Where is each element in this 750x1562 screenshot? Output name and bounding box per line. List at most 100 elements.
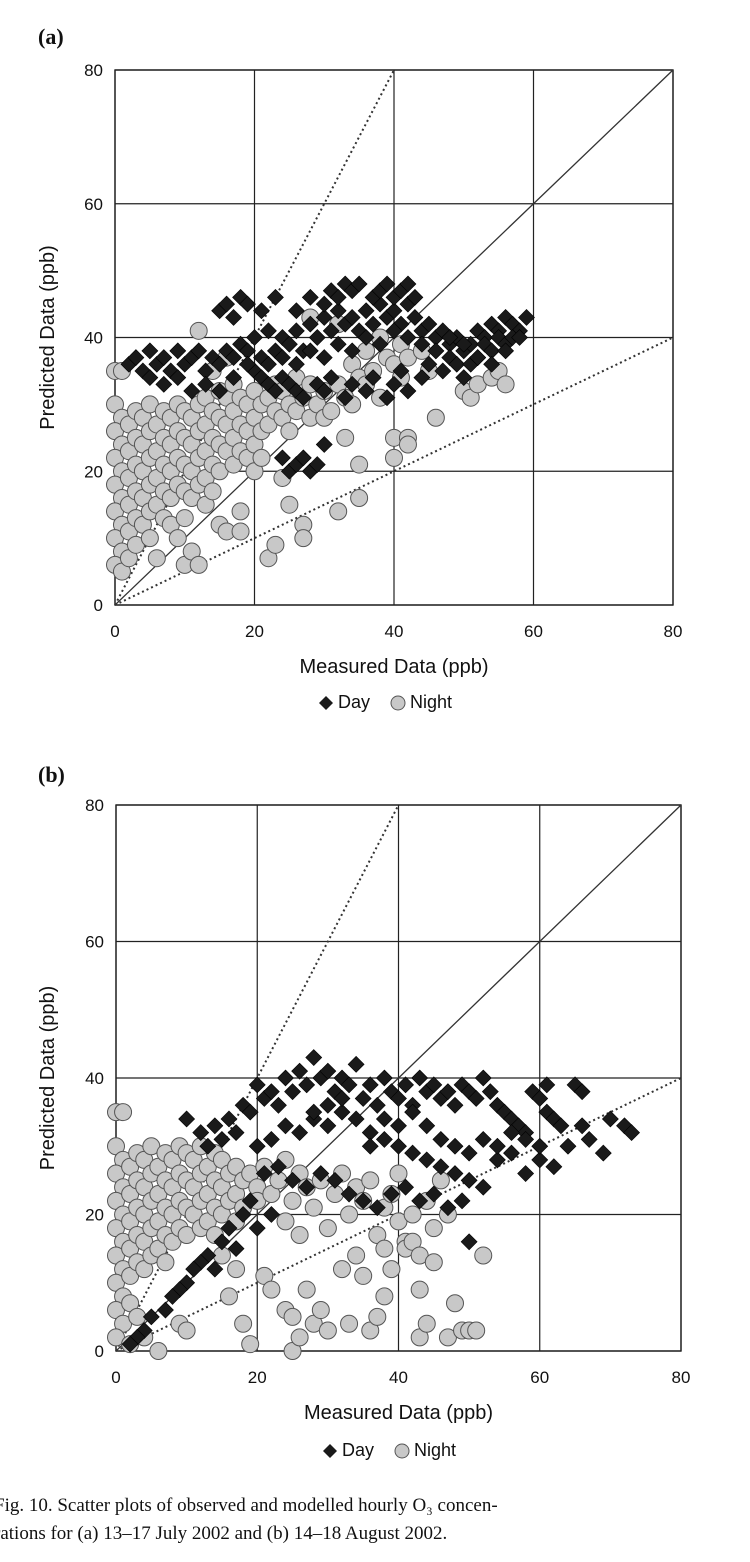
day-point <box>371 335 389 353</box>
night-point <box>304 1198 323 1217</box>
day-point <box>178 1110 196 1128</box>
day-point <box>211 382 229 400</box>
day-point <box>390 1137 407 1155</box>
y-tick-label: 60 <box>85 933 104 952</box>
day-point <box>315 295 333 313</box>
day-point <box>329 335 347 353</box>
night-point <box>234 1314 253 1333</box>
night-point <box>375 1239 394 1258</box>
day-point <box>404 1103 422 1121</box>
day-point <box>329 302 347 320</box>
day-point <box>262 1083 280 1101</box>
day-point <box>340 1076 358 1094</box>
day-point <box>573 1117 591 1135</box>
night-point <box>368 1307 387 1326</box>
night-point <box>329 502 348 521</box>
day-point <box>213 1131 231 1148</box>
figure-caption: Fig. 10. Scatter plots of observed and m… <box>0 1492 750 1548</box>
day-point <box>467 1090 485 1107</box>
day-point <box>227 1124 245 1142</box>
night-point <box>189 321 208 340</box>
day-point <box>260 322 277 340</box>
day-point <box>322 322 340 340</box>
day-point <box>511 329 528 346</box>
day-point <box>347 1110 365 1128</box>
day-point <box>434 362 452 380</box>
day-point <box>420 355 438 373</box>
day-point <box>326 1171 344 1189</box>
day-point <box>239 355 256 373</box>
day-point <box>197 375 215 393</box>
day-point <box>439 1083 457 1101</box>
y-tick-label: 80 <box>84 61 103 80</box>
day-point <box>284 1083 301 1101</box>
panel-label-b: (b) <box>38 762 65 787</box>
day-point <box>404 1144 422 1162</box>
day-point <box>185 1260 203 1278</box>
day-point <box>255 1165 273 1182</box>
day-point <box>183 382 201 400</box>
day-point <box>418 1117 436 1135</box>
day-point <box>460 1171 478 1189</box>
night-point <box>189 555 208 574</box>
day-point <box>248 1219 266 1237</box>
day-point <box>531 1137 549 1155</box>
day-point <box>312 1165 330 1182</box>
day-point <box>267 288 284 306</box>
day-point <box>601 1110 619 1128</box>
day-point <box>220 1110 238 1128</box>
night-point <box>156 1253 175 1272</box>
day-point <box>446 1137 464 1155</box>
day-point <box>432 1131 450 1148</box>
day-point <box>206 1117 224 1135</box>
day-point <box>406 288 424 306</box>
day-point <box>199 1137 217 1155</box>
day-point <box>411 1069 429 1087</box>
night-point <box>311 1301 330 1320</box>
night-point <box>347 1246 366 1265</box>
day-point <box>385 322 403 340</box>
day-point <box>287 322 305 340</box>
day-point <box>270 1096 287 1114</box>
day-point <box>308 329 326 346</box>
day-point <box>241 1103 259 1121</box>
night-point <box>318 1321 337 1340</box>
night-point <box>474 1246 493 1265</box>
day-point <box>427 342 445 360</box>
x-tick-label: 40 <box>389 1368 408 1387</box>
x-axis-title: Measured Data (ppb) <box>304 1402 493 1424</box>
day-point <box>460 1233 478 1251</box>
day-point <box>390 1090 407 1107</box>
night-point <box>241 1335 260 1354</box>
day-point <box>455 369 473 387</box>
day-point <box>481 1083 499 1101</box>
x-axis-title: Measured Data (ppb) <box>300 656 489 678</box>
day-point <box>375 1069 393 1087</box>
day-point <box>392 362 410 380</box>
day-point <box>227 1240 245 1258</box>
night-point <box>140 529 159 548</box>
day-point <box>192 1124 210 1142</box>
day-point <box>368 1096 386 1114</box>
night-point <box>322 402 341 421</box>
night-point <box>290 1225 309 1244</box>
day-point <box>319 1096 337 1114</box>
day-point <box>455 335 473 353</box>
day-point <box>357 329 375 346</box>
day-point <box>418 1151 436 1169</box>
day-point <box>413 369 431 387</box>
day-point <box>169 369 187 387</box>
night-point <box>266 535 285 554</box>
night-point <box>424 1253 443 1272</box>
night-point <box>350 455 369 474</box>
day-point <box>220 1219 238 1237</box>
day-point <box>518 309 535 326</box>
day-point <box>361 1137 379 1155</box>
day-point <box>164 1287 181 1305</box>
night-point <box>283 1191 302 1210</box>
night-point <box>375 1287 394 1306</box>
day-point <box>357 302 375 320</box>
day-point <box>483 355 501 373</box>
night-point <box>354 1266 373 1285</box>
day-point <box>347 1055 365 1073</box>
